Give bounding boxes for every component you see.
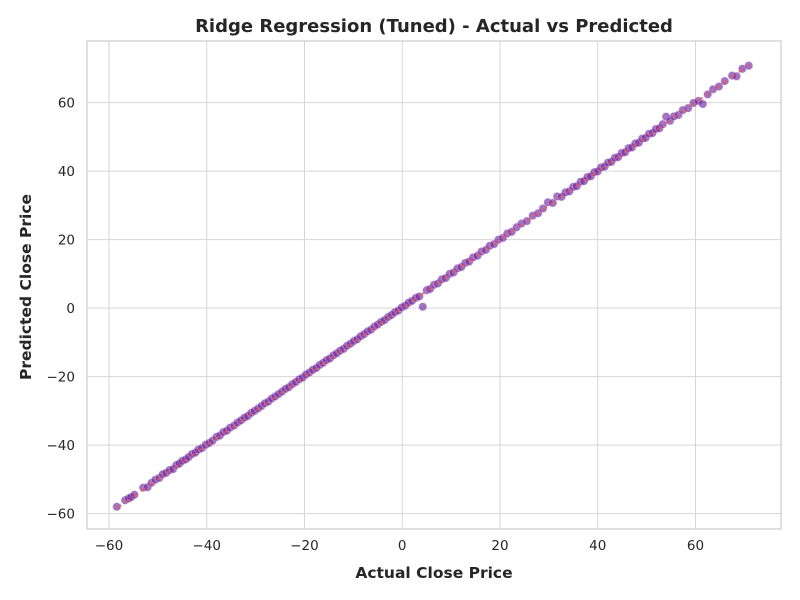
x-tick-label: 0 [398, 538, 407, 554]
scatter-point [538, 204, 548, 213]
reference-line [115, 64, 750, 510]
y-tick-label: 40 [58, 164, 75, 180]
x-tick-label: −20 [290, 538, 319, 554]
x-tick-label: 20 [491, 538, 508, 554]
y-axis-label: Predicted Close Price [17, 194, 35, 380]
x-tick-label: −40 [192, 538, 221, 554]
y-tick-label: 0 [66, 301, 75, 317]
y-tick-label: 60 [58, 96, 75, 112]
grid-layer [87, 41, 781, 529]
x-axis-label: Actual Close Price [355, 564, 512, 582]
scatter-point [112, 502, 122, 512]
x-tick-label: 40 [589, 538, 606, 554]
scatter-point [130, 490, 139, 500]
scatter-point [418, 302, 428, 312]
x-tick-label: 60 [687, 538, 704, 554]
chart-title: Ridge Regression (Tuned) - Actual vs Pre… [195, 16, 673, 37]
plot-frame [86, 40, 782, 530]
y-tick-label: −20 [47, 370, 76, 386]
x-tick-labels: −60 −40 −20 0 20 40 60 [95, 538, 704, 554]
scatter-point [698, 99, 708, 109]
y-tick-label: −40 [47, 438, 76, 454]
y-tick-label: −60 [47, 507, 76, 523]
y-tick-label: 20 [58, 233, 75, 249]
x-tick-label: −60 [95, 538, 124, 554]
y-tick-labels: −60 −40 −20 0 20 40 60 [47, 96, 76, 523]
